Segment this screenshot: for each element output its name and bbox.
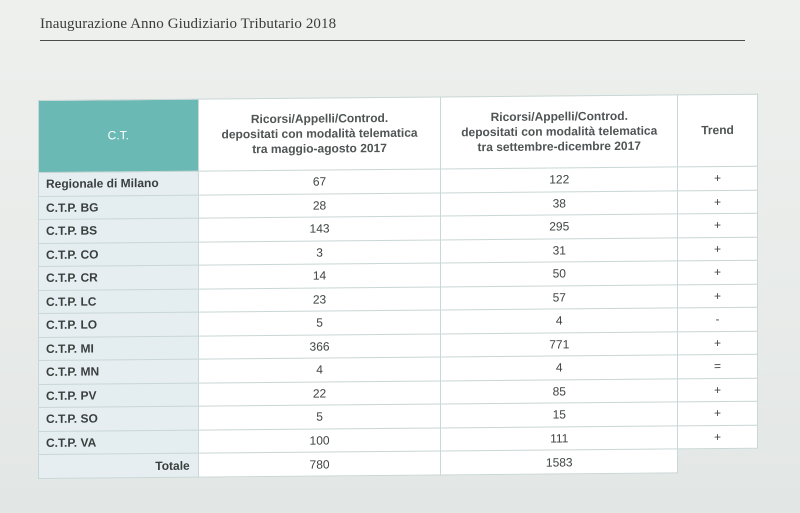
row-value-period-1: 14	[198, 262, 441, 289]
table-header-row: C.T. Ricorsi/Appelli/Controd. depositati…	[38, 94, 758, 173]
row-value-period-2: 295	[440, 213, 678, 240]
row-value-period-1: 5	[198, 403, 441, 430]
row-value-period-2: 111	[440, 425, 678, 451]
header-period-1-line: depositati con modalità telematica	[221, 125, 418, 142]
row-trend: +	[677, 283, 758, 308]
row-ct: C.T.P. CO	[38, 241, 199, 267]
row-trend: +	[677, 401, 758, 426]
row-value-period-1: 28	[198, 192, 441, 219]
row-ct: C.T.P. LC	[38, 288, 199, 314]
row-trend: +	[677, 189, 758, 214]
row-value-period-2: 85	[440, 378, 678, 404]
row-ct: C.T.P. CR	[38, 265, 199, 290]
row-value-period-1: 67	[198, 168, 441, 195]
row-ct: C.T.P. SO	[38, 406, 199, 431]
header-period-2-line: tra settembre-dicembre 2017	[477, 138, 641, 155]
row-trend: +	[677, 330, 758, 355]
row-trend: =	[677, 354, 758, 379]
header-period-1: Ricorsi/Appelli/Controd. depositati con …	[198, 96, 441, 172]
row-ct: C.T.P. LO	[38, 312, 199, 337]
total-label: Totale	[38, 453, 199, 479]
row-ct: C.T.P. VA	[38, 429, 199, 455]
row-value-period-2: 4	[440, 354, 678, 381]
row-value-period-1: 5	[198, 309, 441, 336]
row-ct: C.T.P. BG	[38, 194, 199, 220]
header-rule	[40, 40, 745, 41]
row-value-period-2: 57	[440, 284, 678, 310]
total-row: Totale 780 1583	[38, 448, 758, 479]
row-value-period-1: 143	[198, 215, 441, 242]
row-value-period-2: 122	[440, 166, 678, 193]
row-trend: +	[677, 236, 758, 261]
data-table: C.T. Ricorsi/Appelli/Controd. depositati…	[38, 94, 758, 479]
row-trend: +	[677, 213, 758, 238]
header-period-2: Ricorsi/Appelli/Controd. depositati con …	[440, 94, 678, 169]
row-value-period-2: 50	[440, 260, 678, 287]
row-trend: -	[677, 307, 758, 332]
row-value-period-2: 15	[440, 401, 678, 428]
header-trend: Trend	[677, 94, 758, 167]
row-value-period-2: 771	[440, 331, 678, 357]
row-trend: +	[677, 377, 758, 402]
row-value-period-1: 4	[198, 356, 441, 383]
row-value-period-1: 23	[198, 286, 441, 313]
row-value-period-1: 366	[198, 333, 441, 360]
row-ct: Regionale di Milano	[38, 171, 199, 196]
row-value-period-1: 22	[198, 380, 441, 407]
row-trend: +	[677, 166, 758, 191]
row-ct: C.T.P. MI	[38, 335, 199, 361]
total-period-1: 780	[198, 450, 441, 478]
header-ct: C.T.	[38, 99, 199, 173]
row-ct: C.T.P. BS	[38, 218, 199, 243]
row-value-period-1: 3	[198, 239, 441, 266]
row-ct: C.T.P. PV	[38, 382, 199, 408]
header-period-1-line: tra maggio-agosto 2017	[252, 140, 387, 157]
row-value-period-2: 4	[440, 307, 678, 334]
row-value-period-1: 100	[198, 427, 441, 454]
running-title: Inaugurazione Anno Giudiziario Tributari…	[40, 16, 337, 32]
row-trend: +	[677, 424, 758, 449]
total-period-2: 1583	[440, 448, 678, 475]
row-value-period-2: 38	[440, 190, 678, 216]
row-value-period-2: 31	[440, 237, 678, 263]
row-ct: C.T.P. MN	[38, 359, 199, 384]
total-trend-empty	[678, 448, 758, 473]
row-trend: +	[677, 260, 758, 285]
